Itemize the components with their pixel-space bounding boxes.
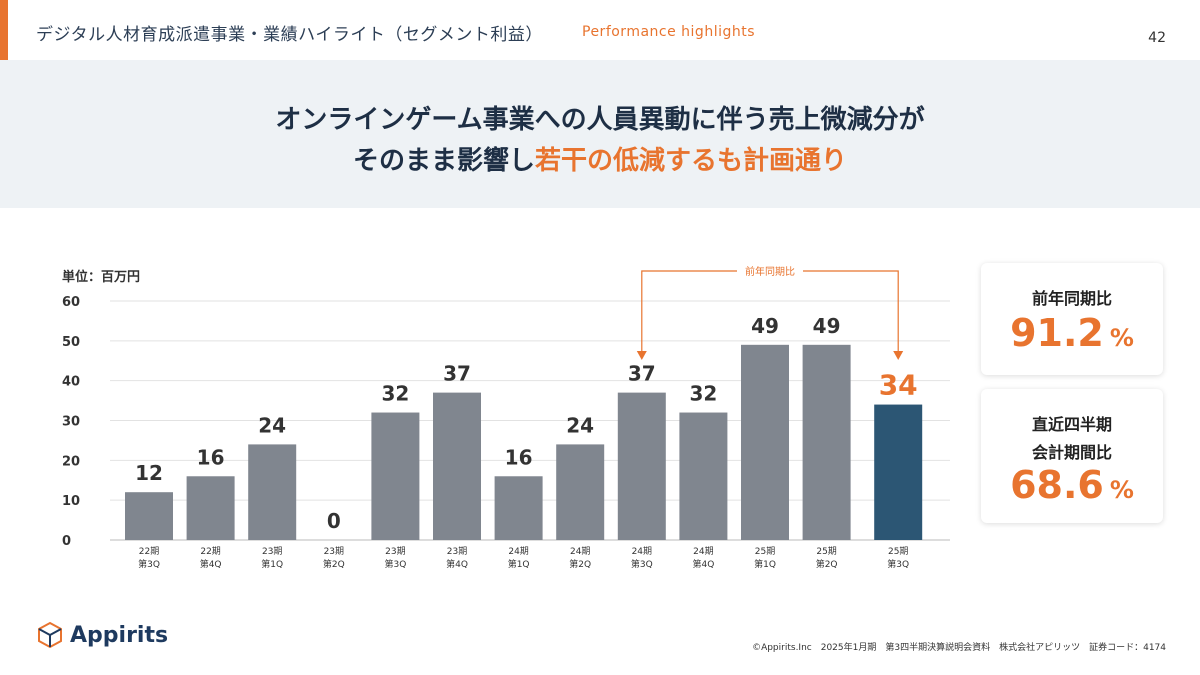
x-tick-label-line-2: 第2Q — [323, 558, 345, 570]
y-tick-label: 30 — [62, 415, 80, 430]
yoy-card: 前年同期比 91.2% — [981, 263, 1163, 375]
x-tick-label-line-1: 22期 — [139, 546, 159, 557]
y-tick-label: 50 — [62, 335, 80, 350]
x-tick-label-line-2: 第4Q — [200, 558, 222, 570]
data-label: 0 — [327, 509, 341, 533]
page-title: デジタル人材育成派遣事業・業績ハイライト（セグメント利益） — [36, 25, 543, 45]
headline-line-2-prefix: そのまま影響し — [352, 146, 535, 176]
data-label: 16 — [505, 445, 533, 469]
appirits-logo: Appirits — [36, 621, 168, 649]
data-label: 49 — [813, 314, 841, 338]
y-tick-label: 40 — [62, 375, 80, 390]
bar — [556, 444, 605, 540]
x-tick-label-line-1: 23期 — [385, 546, 405, 557]
x-tick-label-line-2: 第3Q — [631, 558, 653, 570]
y-tick-label: 60 — [62, 295, 80, 310]
comparison-arrow-right — [893, 351, 904, 360]
bar — [371, 412, 420, 540]
bar — [494, 476, 543, 540]
data-label: 49 — [751, 314, 779, 338]
comparison-arrow-left — [636, 351, 647, 360]
x-tick-label-line-1: 25期 — [816, 546, 836, 557]
x-tick-label-line-2: 第2Q — [816, 558, 838, 570]
bar — [125, 492, 173, 540]
data-label: 16 — [197, 445, 225, 469]
yoy-card-label: 前年同期比 — [1031, 289, 1112, 308]
bar — [874, 404, 923, 540]
x-tick-label-line-1: 25期 — [755, 546, 775, 557]
data-label: 32 — [381, 382, 409, 406]
x-tick-label-line-1: 25期 — [888, 546, 908, 557]
x-tick-label-line-1: 24期 — [570, 546, 590, 557]
qoq-card: 直近四半期 会計期間比 68.6% — [981, 389, 1163, 523]
x-tick-label-line-1: 23期 — [447, 546, 467, 557]
yoy-value-number: 91.2 — [1010, 311, 1104, 355]
data-label: 24 — [258, 413, 286, 437]
headline-line-2-highlight: 若干の低減するも計画通り — [535, 146, 848, 176]
x-tick-label-line-1: 24期 — [508, 546, 528, 557]
header-accent-bar — [0, 0, 8, 60]
qoq-card-label-line-2: 会計期間比 — [1031, 443, 1112, 462]
yoy-card-value: 91.2% — [981, 311, 1163, 355]
data-label: 12 — [135, 461, 163, 485]
footer-text: ©Appirits.Inc 2025年1月期 第3四半期決算説明会資料 株式会社… — [752, 643, 1166, 653]
yoy-value-unit: % — [1109, 324, 1134, 352]
page-number: 42 — [1148, 30, 1166, 46]
bar — [248, 444, 297, 540]
data-label: 37 — [628, 362, 656, 386]
data-label: 37 — [443, 362, 471, 386]
x-tick-label-line-2: 第1Q — [754, 558, 776, 570]
cube-logo-icon — [38, 621, 62, 649]
logo-text: Appirits — [70, 622, 169, 648]
y-tick-label: 0 — [62, 534, 71, 549]
headline-line-2: そのまま影響し若干の低減するも計画通り — [0, 140, 1200, 177]
bar — [802, 344, 851, 540]
x-tick-label-line-1: 22期 — [200, 546, 220, 557]
y-tick-label: 10 — [62, 494, 80, 509]
page-subtitle: Performance highlights — [582, 24, 756, 40]
x-tick-label-line-2: 第2Q — [569, 558, 591, 570]
x-tick-label-line-2: 第1Q — [508, 558, 530, 570]
x-tick-label-line-2: 第4Q — [446, 558, 468, 570]
headline-banner — [0, 60, 1200, 208]
bar — [186, 476, 235, 540]
x-tick-label-line-1: 24期 — [632, 546, 652, 557]
bar — [433, 392, 481, 540]
bar — [617, 392, 666, 540]
x-tick-label-line-2: 第3Q — [138, 558, 160, 570]
headline-line-1: オンラインゲーム事業への人員異動に伴う売上微減分が — [275, 105, 925, 135]
x-tick-label-line-2: 第1Q — [261, 558, 283, 570]
x-tick-label-line-1: 23期 — [324, 546, 344, 557]
qoq-card-value: 68.6% — [981, 463, 1163, 507]
comparison-bracket — [641, 270, 899, 352]
qoq-value-unit: % — [1109, 476, 1134, 504]
qoq-value-number: 68.6 — [1010, 463, 1104, 507]
bar — [679, 412, 728, 540]
x-tick-label-line-2: 第3Q — [384, 558, 406, 570]
chart-unit-label: 単位：百万円 — [62, 270, 141, 285]
x-tick-label-line-2: 第4Q — [692, 558, 714, 570]
x-tick-label-line-2: 第3Q — [887, 558, 909, 570]
x-tick-label-line-1: 23期 — [262, 546, 282, 557]
comparison-label-bg — [737, 263, 803, 279]
data-label: 24 — [566, 413, 594, 437]
data-label: 32 — [689, 382, 717, 406]
y-tick-label: 20 — [62, 454, 80, 469]
data-label: 34 — [879, 369, 918, 402]
bar — [741, 344, 789, 540]
comparison-label: 前年同期比 — [745, 265, 795, 278]
x-tick-label-line-1: 24期 — [693, 546, 713, 557]
qoq-card-label-line-1: 直近四半期 — [1031, 415, 1112, 434]
